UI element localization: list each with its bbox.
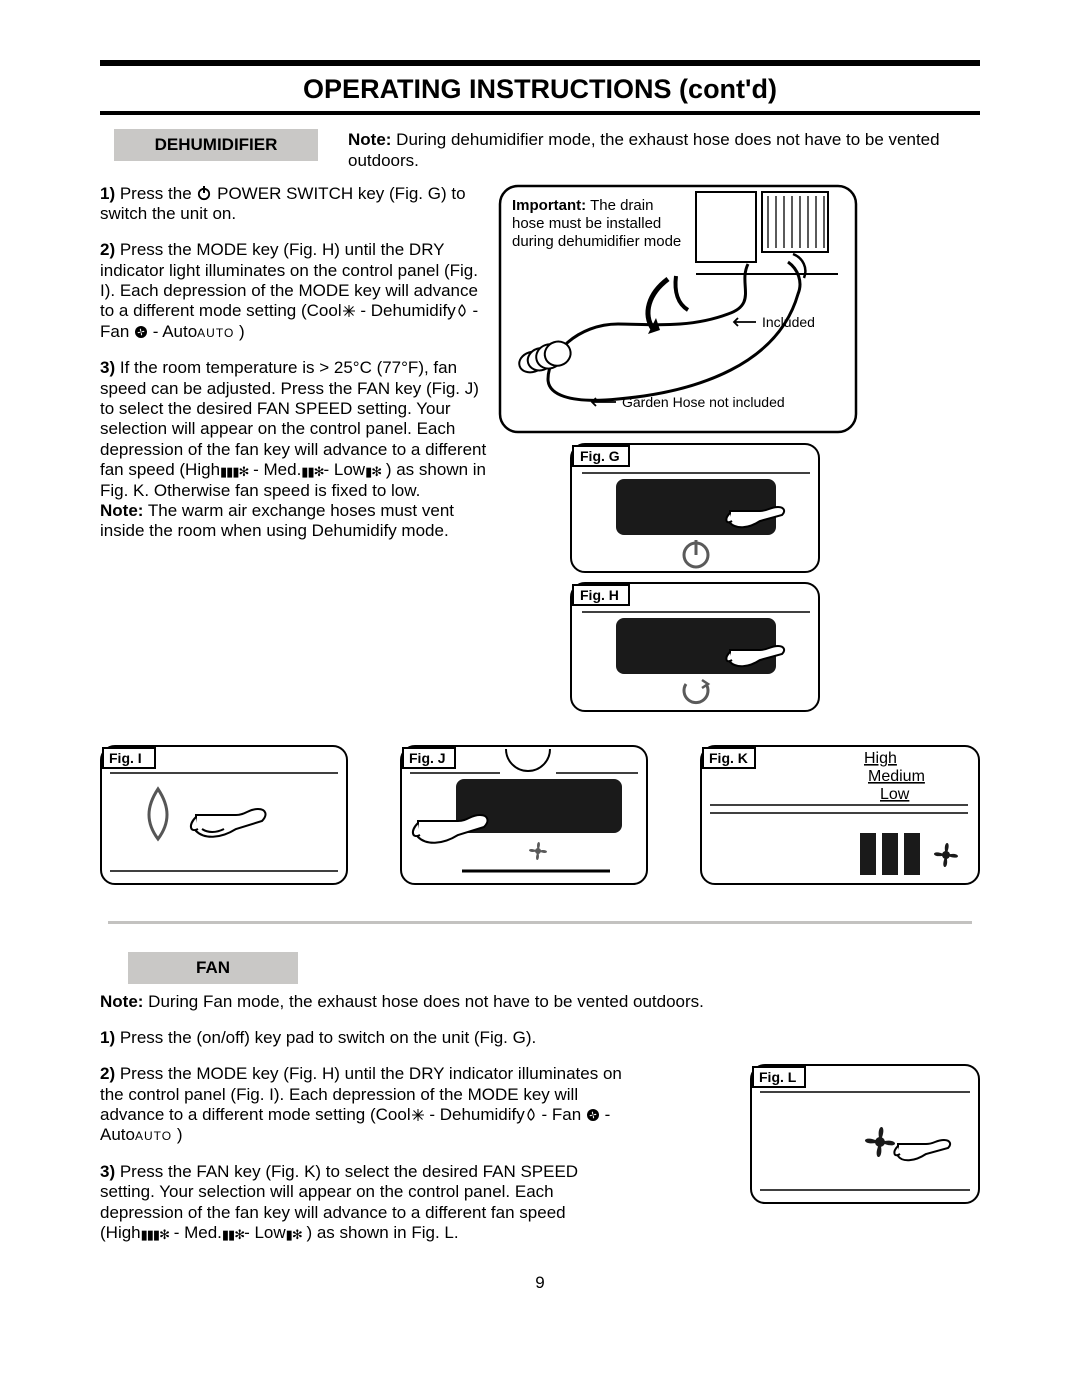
dehumidifier-content: 1) Press the POWER SWITCH key (Fig. G) t… <box>100 184 980 717</box>
step2-tail3: - Auto <box>148 322 197 341</box>
note-prefix: Note: <box>348 130 391 149</box>
step3-note-prefix: Note: <box>100 501 143 520</box>
auto-text: AUTO <box>197 326 234 340</box>
step2-tail4: ) <box>234 322 244 341</box>
fan-icon <box>586 1108 600 1122</box>
dehumidify-icon <box>525 1108 537 1122</box>
manual-page: OPERATING INSTRUCTIONS (cont'd) DEHUMIDI… <box>0 0 1080 1333</box>
fig-k: Fig. K High Medium Low <box>700 745 980 885</box>
fig-j: Fig. J <box>400 745 648 885</box>
fan-step3-low: - Low <box>244 1223 286 1242</box>
rule-top <box>100 60 980 66</box>
fan-icon <box>134 325 148 339</box>
fig-i: Fig. I <box>100 745 348 885</box>
svg-text:High: High <box>864 750 897 767</box>
step2-tail: - Dehumidify <box>356 301 456 320</box>
dehumidifier-header: DEHUMIDIFIER Note: During dehumidifier m… <box>100 129 980 172</box>
cool-icon <box>411 1108 425 1122</box>
svg-text:hose must be installed: hose must be installed <box>512 215 661 232</box>
svg-text:Included: Included <box>762 314 815 330</box>
step3-prefix: 3) <box>100 358 115 377</box>
svg-text:Fig. I: Fig. I <box>109 750 142 766</box>
fig-g: Fig. G <box>570 443 820 573</box>
fan-step3-body2: ) as shown in Fig. L. <box>302 1223 459 1242</box>
drain-figure: Important: The drain hose must be instal… <box>498 184 858 434</box>
svg-text:Fig. G: Fig. G <box>580 448 620 464</box>
fan-step3-prefix: 3) <box>100 1162 115 1181</box>
bars-low-icon: ▮✻ <box>286 1227 302 1242</box>
bars-low-icon: ▮✻ <box>365 464 381 479</box>
section-divider <box>108 921 972 924</box>
step3-note-body: The warm air exchange hoses must vent in… <box>100 501 454 540</box>
fig-h: Fig. H <box>570 582 820 712</box>
fan-label: FAN <box>128 952 298 984</box>
svg-text:Fig. J: Fig. J <box>409 750 446 766</box>
svg-text:Low: Low <box>880 786 910 803</box>
step1-a: Press the <box>115 184 196 203</box>
bars-high-icon: ▮▮▮✻ <box>220 464 248 479</box>
step2-prefix: 2) <box>100 240 115 259</box>
rule-under-title <box>100 111 980 115</box>
svg-text:Fig. L: Fig. L <box>759 1069 797 1085</box>
figure-row-ijk: Fig. I Fig. J <box>100 745 980 885</box>
fan-note-body: During Fan mode, the exhaust hose does n… <box>143 992 703 1011</box>
fan-step2-prefix: 2) <box>100 1064 115 1083</box>
fan-step2-tail: - Dehumidify <box>425 1105 525 1124</box>
fan-step1-prefix: 1) <box>100 1028 115 1047</box>
fan-step2-tail4: ) <box>172 1125 182 1144</box>
step3-med: - Med. <box>248 460 301 479</box>
dehumidify-icon <box>456 304 468 318</box>
bars-med-icon: ▮▮✻ <box>222 1227 244 1242</box>
cool-icon <box>342 304 356 318</box>
page-number: 9 <box>100 1273 980 1293</box>
fan-note-prefix: Note: <box>100 992 143 1011</box>
page-title: OPERATING INSTRUCTIONS (cont'd) <box>100 74 980 105</box>
step1-prefix: 1) <box>100 184 115 203</box>
svg-text:Important: The drain: Important: The drain <box>512 197 653 214</box>
fig-l: Fig. L <box>750 1064 980 1204</box>
fan-step3-med: - Med. <box>169 1223 222 1242</box>
note-body: During dehumidifier mode, the exhaust ho… <box>348 130 940 170</box>
bars-high-icon: ▮▮▮✻ <box>141 1227 169 1242</box>
auto-text: AUTO <box>135 1129 172 1143</box>
svg-text:during dehumidifier mode: during dehumidifier mode <box>512 233 681 250</box>
step3-low: - Low <box>324 460 366 479</box>
bars-med-icon: ▮▮✻ <box>301 464 323 479</box>
svg-text:Fig. H: Fig. H <box>580 587 619 603</box>
svg-text:Medium: Medium <box>868 768 925 785</box>
svg-text:Garden Hose not included: Garden Hose not included <box>622 394 785 410</box>
svg-text:Fig. K: Fig. K <box>709 750 748 766</box>
dehumidifier-label: DEHUMIDIFIER <box>114 129 318 161</box>
fan-step2-tail2: - Fan <box>537 1105 586 1124</box>
power-icon <box>196 185 212 201</box>
fan-step1-body: Press the (on/off) key pad to switch on … <box>115 1028 536 1047</box>
